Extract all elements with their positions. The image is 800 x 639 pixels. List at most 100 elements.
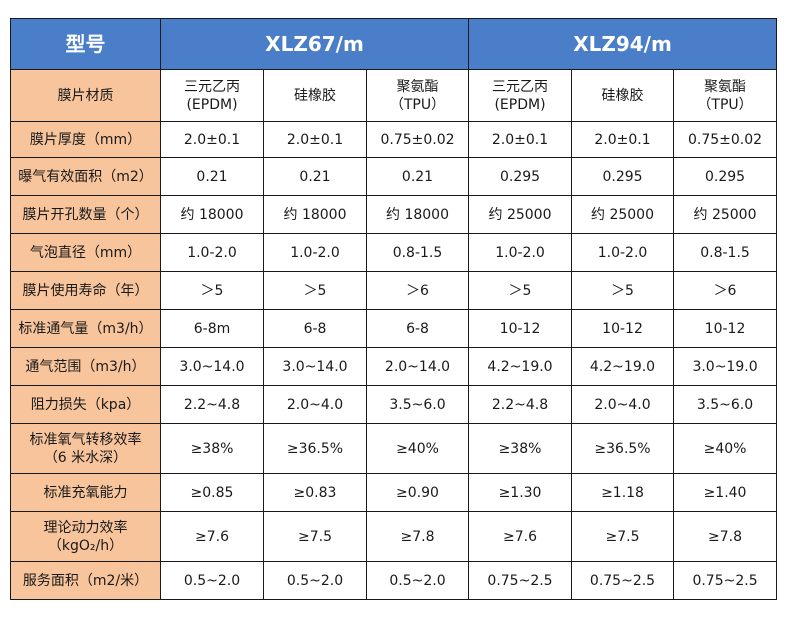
table-cell: 10-12 — [468, 309, 573, 348]
table-cell: 1.0-2.0 — [160, 233, 264, 272]
table-cell: 3.5~6.0 — [365, 385, 470, 424]
table-cell: 约 25000 — [673, 195, 778, 234]
table-row: 膜片开孔数量（个） 约 18000 约 18000 约 18000 约 25000 约 2… — [10, 195, 778, 234]
cell-text: 硅橡胶 — [294, 87, 336, 104]
cell-text: 0.5~2.0 — [389, 572, 446, 589]
cell-text: 0.21 — [401, 168, 434, 185]
cell-text: ≥7.8 — [708, 528, 743, 545]
cell-text: 2.0±0.1 — [286, 131, 344, 148]
model-header-cell: 型号 — [10, 18, 161, 70]
table-cell: 0.75~2.5 — [468, 561, 573, 600]
cell-text: ≥38% — [498, 440, 542, 457]
row-label: 膜片使用寿命（年） — [10, 271, 161, 310]
table-cell: 10-12 — [571, 309, 675, 348]
table-cell: 2.2~4.8 — [160, 385, 264, 424]
row-label-text: 标准氧气转移效率 — [29, 431, 142, 448]
cell-text: 0.75~2.5 — [487, 572, 553, 589]
table-cell: 6-8 — [365, 309, 470, 348]
cell-text: ≥7.5 — [298, 528, 332, 545]
cell-text: 10-12 — [602, 320, 643, 337]
table-cell: ≥38% — [160, 423, 264, 474]
cell-text: 2.0~14.0 — [384, 358, 451, 375]
table-cell: 1.0-2.0 — [263, 233, 367, 272]
cell-text: ≥1.30 — [498, 484, 542, 501]
cell-text: （TPU） — [389, 96, 446, 113]
table-cell: ≥0.83 — [263, 473, 367, 512]
cell-text: 2.0±0.1 — [594, 131, 651, 148]
model-group-header: XLZ67/m — [159, 18, 470, 70]
row-label-text: 通气范围（m3/h） — [25, 358, 146, 375]
cell-text: 6-8 — [406, 320, 429, 337]
row-label: 标准充氧能力 — [10, 473, 161, 512]
table-cell: 4.2~19.0 — [571, 347, 675, 386]
cell-text: ≥1.40 — [703, 484, 747, 501]
table-cell: ≥7.8 — [673, 511, 778, 562]
cell-text: ＞6 — [406, 282, 429, 299]
table-cell: 2.0±0.1 — [571, 121, 675, 158]
cell-text: ≥7.8 — [400, 528, 435, 545]
cell-text: ＞5 — [303, 282, 327, 299]
row-label-text: 曝气有效面积（m2） — [18, 168, 153, 185]
row-label: 曝气有效面积（m2） — [10, 157, 161, 196]
table-cell: ＞6 — [673, 271, 778, 310]
table-cell: ≥1.40 — [673, 473, 778, 512]
cell-text: ≥38% — [190, 440, 234, 457]
cell-text: ≥40% — [703, 440, 747, 457]
table-row: 标准通气量（m3/h） 6-8m 6-8 6-8 10-12 10-12 10-12 — [10, 309, 778, 348]
row-label: 气泡直径（mm） — [10, 233, 161, 272]
cell-text: 约 25000 — [693, 206, 757, 223]
cell-text: （TPU） — [697, 96, 753, 113]
table-cell: 约 18000 — [263, 195, 367, 234]
table-cell: 0.75±0.02 — [673, 121, 778, 158]
table-cell: ≥7.6 — [468, 511, 573, 562]
table-cell: 0.295 — [571, 157, 675, 196]
cell-text: 2.2~4.8 — [183, 396, 241, 413]
cell-text: ≥0.83 — [293, 484, 337, 501]
table-cell: 硅橡胶 — [263, 69, 367, 122]
row-label: 服务面积（m2/米） — [10, 561, 161, 600]
cell-text: 3.5~6.0 — [696, 396, 754, 413]
table-cell: ≥38% — [468, 423, 573, 474]
cell-text: 聚氨酯 — [704, 78, 747, 95]
table-cell: 3.0~14.0 — [263, 347, 367, 386]
table-cell: 约 25000 — [468, 195, 573, 234]
table-cell: ≥0.85 — [160, 473, 264, 512]
cell-text: 聚氨酯 — [396, 78, 439, 95]
row-label: 膜片材质 — [10, 69, 161, 122]
table-cell: 3.0~14.0 — [160, 347, 264, 386]
cell-text: 0.295 — [704, 168, 746, 185]
cell-text: 4.2~19.0 — [487, 358, 553, 375]
cell-text: 0.75±0.02 — [687, 131, 763, 148]
table-cell: 10-12 — [673, 309, 778, 348]
table-cell: ＞5 — [263, 271, 367, 310]
table-cell: ＞5 — [160, 271, 264, 310]
cell-text: 1.0-2.0 — [187, 244, 237, 261]
table-cell: 1.0-2.0 — [468, 233, 573, 272]
cell-text: 约 18000 — [283, 206, 347, 223]
row-label: 阻力损失（kpa） — [10, 385, 161, 424]
table-cell: ≥7.8 — [365, 511, 470, 562]
cell-text: 0.75±0.02 — [380, 131, 455, 148]
cell-text: 3.5~6.0 — [389, 396, 446, 413]
cell-text: 0.75~2.5 — [589, 572, 656, 589]
table-cell: ≥40% — [673, 423, 778, 474]
table-cell: ＞6 — [365, 271, 470, 310]
cell-text: 6-8m — [193, 320, 231, 337]
table-row: 标准充氧能力 ≥0.85 ≥0.83 ≥0.90 ≥1.30 ≥1.18 ≥1.40 — [10, 473, 778, 512]
cell-text: ＞5 — [508, 282, 532, 299]
cell-text: 10-12 — [499, 320, 541, 337]
table-row: 曝气有效面积（m2） 0.21 0.21 0.21 0.295 0.295 0.295 — [10, 157, 778, 196]
row-label-text: 理论动力效率 — [43, 519, 128, 536]
row-label-text: 膜片使用寿命（年） — [22, 282, 149, 299]
cell-text: ≥7.5 — [605, 528, 640, 545]
row-label-text: 膜片材质 — [57, 87, 114, 104]
table-cell: 三元乙丙 (EPDM) — [160, 69, 264, 122]
table-cell: ≥0.90 — [365, 473, 470, 512]
table-row: 理论动力效率 （kgO₂/h） ≥7.6 ≥7.5 ≥7.8 ≥7.6 ≥7.5 ≥7.8 — [10, 511, 778, 562]
row-label: 标准通气量（m3/h） — [10, 309, 161, 348]
spec-table: 型号 XLZ67/m XLZ94/m 膜片材质 三元乙丙 (EPDM) 硅橡胶 聚氨酯（… — [10, 18, 778, 600]
table-cell: 3.5~6.0 — [673, 385, 778, 424]
table-cell: 约 18000 — [365, 195, 470, 234]
cell-text: 约 25000 — [591, 206, 655, 223]
table-cell: 聚氨酯 （TPU） — [673, 69, 778, 122]
